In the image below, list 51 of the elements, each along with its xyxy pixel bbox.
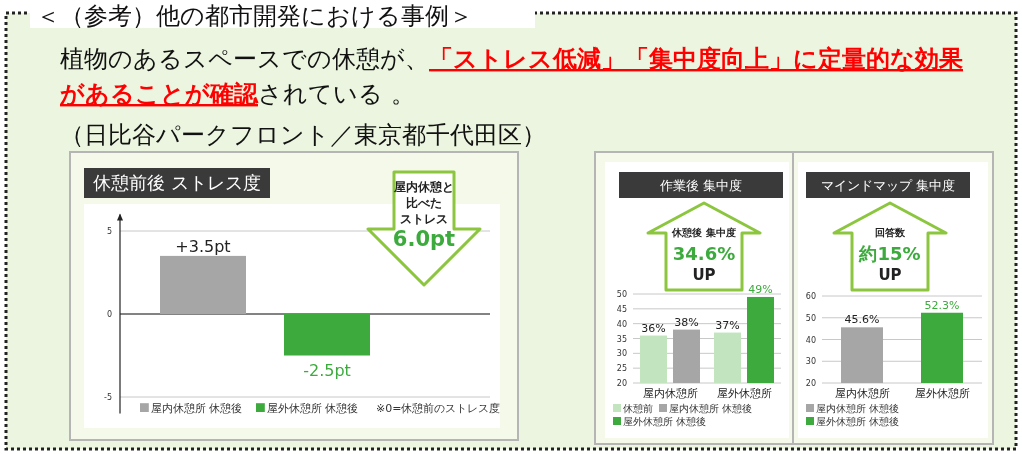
y-tick-label: 40 [616, 319, 627, 329]
chart-title: 作業後 集中度 [658, 177, 743, 193]
annotation: ※0=休憩前のストレス度 [376, 402, 501, 415]
text: （日比谷パークフロント／東京都千代田区） [60, 121, 546, 149]
legend-label: 屋外休憩所 休憩後 [816, 416, 900, 427]
text: 休憩後 集中度 [671, 227, 736, 238]
text: 回答数 [875, 227, 906, 238]
chart-title: 休憩前後 ストレス度 [93, 172, 261, 194]
y-tick-label: 30 [616, 349, 627, 359]
x-tick-label: 屋内休憩所 [642, 387, 698, 400]
text: UP [692, 266, 716, 284]
y-tick-label: 50 [805, 313, 816, 323]
data-label: 45.6% [844, 313, 880, 327]
y-tick-label: 25 [616, 364, 627, 374]
x-tick-label: 屋外休憩所 [914, 387, 970, 400]
legend-label: 屋内休憩所 休憩後 [151, 402, 243, 415]
y-tick-label: 20 [805, 379, 816, 388]
text: 34.6% [672, 243, 736, 264]
legend-label: 屋外休憩所 休憩後 [623, 416, 707, 427]
data-label: +3.5pt [175, 236, 231, 256]
legend-label: 屋内休憩所 休憩後 [669, 403, 753, 414]
chart-title: マインドマップ 集中度 [820, 177, 956, 193]
y-tick-label: 5 [106, 227, 112, 236]
y-tick-label: 20 [616, 379, 627, 388]
x-tick-label: 屋内休憩所 [834, 387, 890, 400]
annotation: ストレス [400, 212, 448, 226]
data-label: -2.5pt [303, 360, 351, 380]
x-tick-label: 屋外休憩所 [716, 387, 772, 400]
y-tick-label: 50 [616, 290, 627, 299]
y-tick-label: 45 [616, 304, 627, 314]
data-label: 38% [674, 315, 699, 329]
text: 比べた [406, 196, 442, 210]
text: があることが確認されている 。 [60, 80, 415, 108]
data-label: 37% [715, 318, 740, 332]
text: 約15% [858, 243, 921, 264]
text: ＜（参考）他の都市開発における事例＞ [36, 2, 473, 30]
y-tick-label: -5 [104, 393, 112, 402]
y-tick-label: 40 [805, 335, 816, 345]
text: 植物のあるスペースでの休憩が、「ストレス低減」「集中度向上」に定量的な効果 [60, 45, 963, 73]
legend-label: 屋内休憩所 休憩後 [816, 403, 900, 414]
y-tick-label: 60 [805, 292, 816, 301]
y-tick-label: 35 [616, 334, 627, 344]
y-tick-label: 30 [805, 357, 816, 367]
y-tick-label: 0 [106, 310, 112, 319]
legend-label: 休憩前 [623, 403, 653, 414]
annotation: 6.0pt [392, 227, 456, 251]
text: UP [878, 266, 902, 284]
data-label: 49% [748, 282, 773, 296]
data-label: 36% [641, 321, 666, 335]
data-label: 52.3% [924, 298, 960, 312]
legend-label: 屋外休憩所 休憩後 [267, 402, 359, 415]
